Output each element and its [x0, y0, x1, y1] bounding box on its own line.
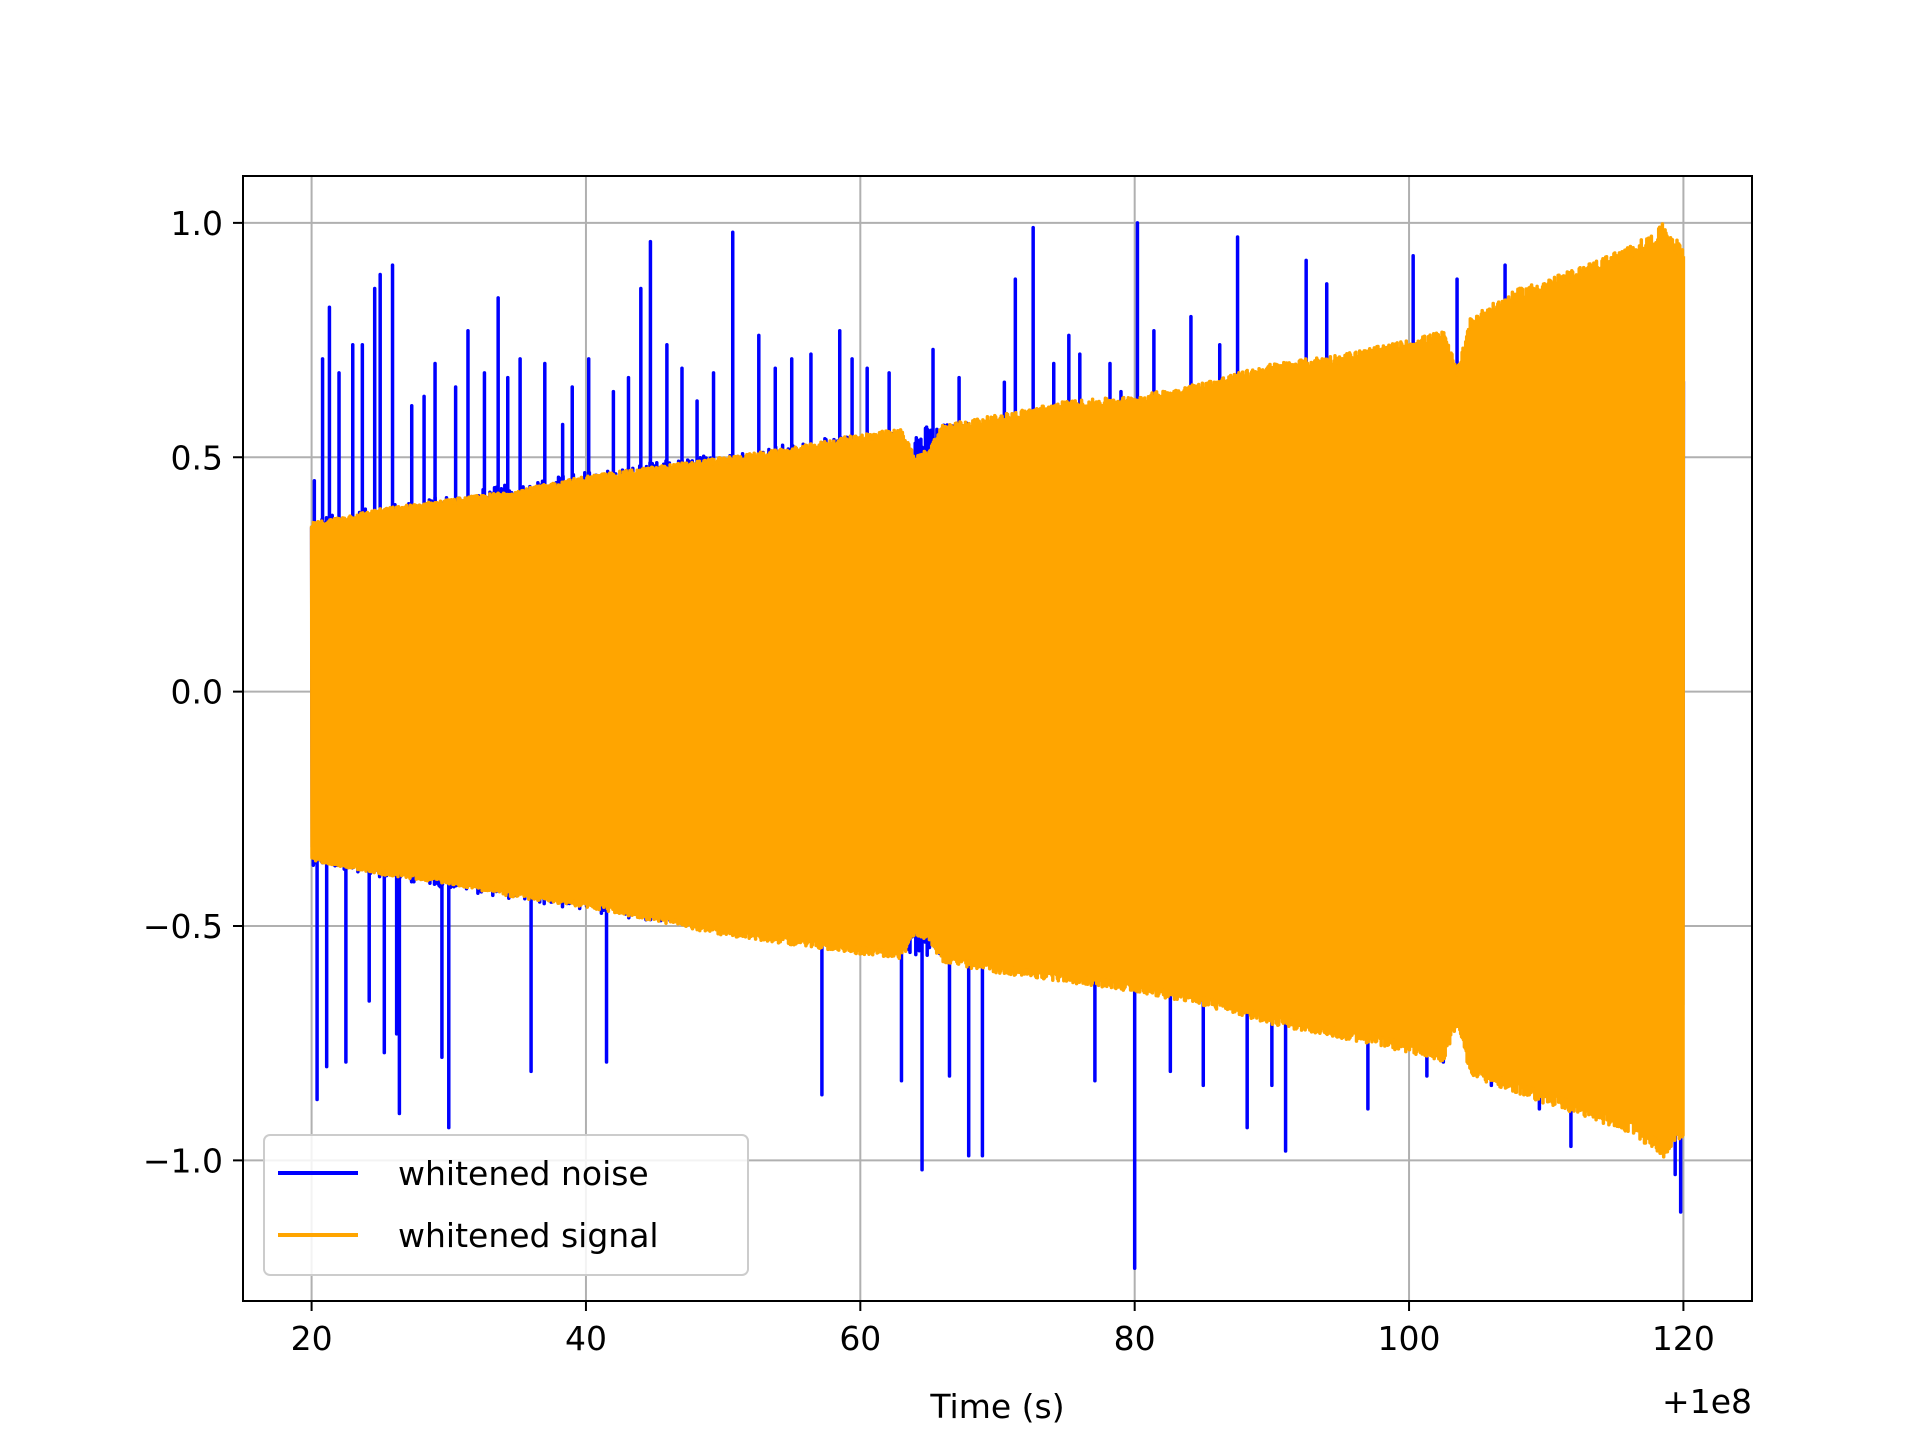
- x-tick-label: 40: [565, 1319, 607, 1358]
- series-whitened-signal-fill: [311, 236, 1684, 1147]
- x-axis-label: Time (s): [929, 1387, 1064, 1426]
- legend-label-whitened-signal: whitened signal: [398, 1216, 659, 1255]
- y-tick-label: −0.5: [143, 907, 223, 946]
- y-tick-label: 1.0: [171, 204, 223, 243]
- y-tick-label: 0.0: [171, 673, 223, 712]
- plot-area: [242, 175, 1753, 1302]
- y-tick-label: −1.0: [143, 1141, 223, 1180]
- x-axis-offset-label: +1e8: [1662, 1382, 1752, 1421]
- legend: whitened noise whitened signal: [263, 1134, 749, 1276]
- x-tick-label: 120: [1652, 1319, 1715, 1358]
- legend-box: [263, 1134, 749, 1276]
- x-tick-label: 80: [1114, 1319, 1156, 1358]
- x-axis: 20 40 60 80 100 120: [291, 1301, 1715, 1358]
- x-tick-label: 20: [291, 1319, 333, 1358]
- plot-frame: [242, 175, 1753, 1302]
- legend-label-whitened-noise: whitened noise: [398, 1154, 649, 1193]
- data-layer: [309, 221, 1686, 1270]
- y-tick-label: 0.5: [171, 438, 223, 477]
- series-whitened-signal-line: [309, 222, 1686, 1159]
- x-tick-label: 100: [1378, 1319, 1441, 1358]
- x-tick-label: 60: [839, 1319, 881, 1358]
- y-axis: 1.0 0.5 0.0 −0.5 −1.0: [143, 204, 243, 1180]
